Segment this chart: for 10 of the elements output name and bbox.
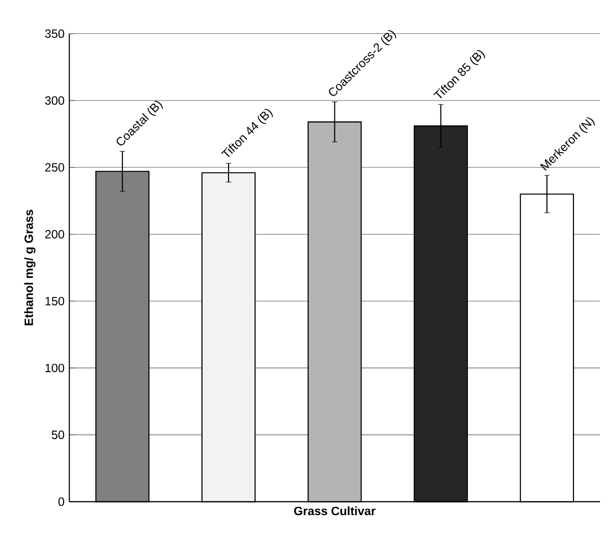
x-axis-title: Grass Cultivar xyxy=(294,506,376,516)
y-tick-label: 250 xyxy=(45,163,64,172)
y-tick-label: 300 xyxy=(45,96,64,105)
y-axis-title: Ethanol mg/ g Grass xyxy=(24,210,36,326)
y-tick-label: 0 xyxy=(58,497,64,506)
y-tick-label: 200 xyxy=(45,230,64,238)
y-tick-label: 100 xyxy=(46,364,64,372)
y-tick-label: 50 xyxy=(52,430,64,440)
y-tick-label: 150 xyxy=(46,296,64,306)
y-tick-label: 350 xyxy=(45,29,64,38)
